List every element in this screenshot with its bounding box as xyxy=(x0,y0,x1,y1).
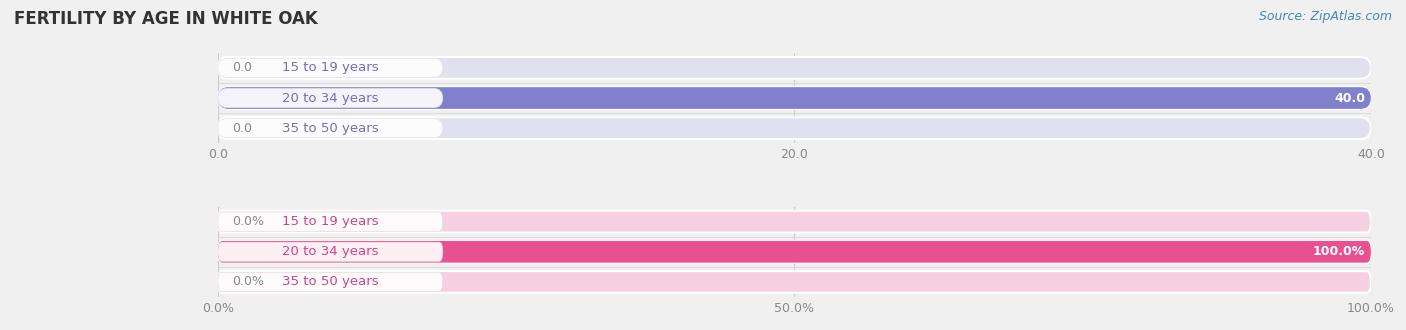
FancyBboxPatch shape xyxy=(218,241,1371,263)
FancyBboxPatch shape xyxy=(218,242,443,261)
Text: 40.0: 40.0 xyxy=(1334,91,1365,105)
FancyBboxPatch shape xyxy=(218,271,1371,293)
FancyBboxPatch shape xyxy=(218,212,443,231)
FancyBboxPatch shape xyxy=(218,57,1371,79)
FancyBboxPatch shape xyxy=(218,117,1371,139)
Text: 15 to 19 years: 15 to 19 years xyxy=(283,215,378,228)
FancyBboxPatch shape xyxy=(218,87,1371,109)
FancyBboxPatch shape xyxy=(218,118,443,138)
Text: FERTILITY BY AGE IN WHITE OAK: FERTILITY BY AGE IN WHITE OAK xyxy=(14,10,318,28)
Text: 35 to 50 years: 35 to 50 years xyxy=(283,122,378,135)
Text: 20 to 34 years: 20 to 34 years xyxy=(283,245,378,258)
FancyBboxPatch shape xyxy=(218,211,1371,232)
Text: 15 to 19 years: 15 to 19 years xyxy=(283,61,378,74)
Text: 35 to 50 years: 35 to 50 years xyxy=(283,276,378,288)
FancyBboxPatch shape xyxy=(218,58,443,78)
FancyBboxPatch shape xyxy=(218,88,443,108)
Text: Source: ZipAtlas.com: Source: ZipAtlas.com xyxy=(1258,10,1392,23)
Text: 0.0%: 0.0% xyxy=(232,215,264,228)
FancyBboxPatch shape xyxy=(218,272,443,292)
Text: 0.0: 0.0 xyxy=(232,122,252,135)
FancyBboxPatch shape xyxy=(218,87,1371,109)
Text: 0.0%: 0.0% xyxy=(232,276,264,288)
Text: 100.0%: 100.0% xyxy=(1313,245,1365,258)
FancyBboxPatch shape xyxy=(218,241,1371,263)
Text: 20 to 34 years: 20 to 34 years xyxy=(283,91,378,105)
Text: 0.0: 0.0 xyxy=(232,61,252,74)
